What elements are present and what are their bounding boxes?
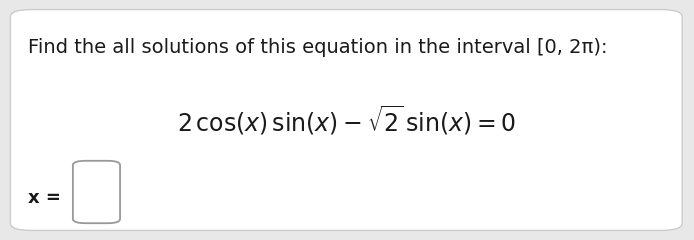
Text: Find the all solutions of this equation in the interval [0, 2π):: Find the all solutions of this equation … — [28, 38, 607, 57]
FancyBboxPatch shape — [73, 161, 120, 223]
Text: $2\,\cos(x)\,\sin(x) - \sqrt{2}\,\sin(x) = 0$: $2\,\cos(x)\,\sin(x) - \sqrt{2}\,\sin(x)… — [178, 103, 516, 137]
Text: x =: x = — [28, 189, 60, 207]
FancyBboxPatch shape — [10, 10, 682, 230]
